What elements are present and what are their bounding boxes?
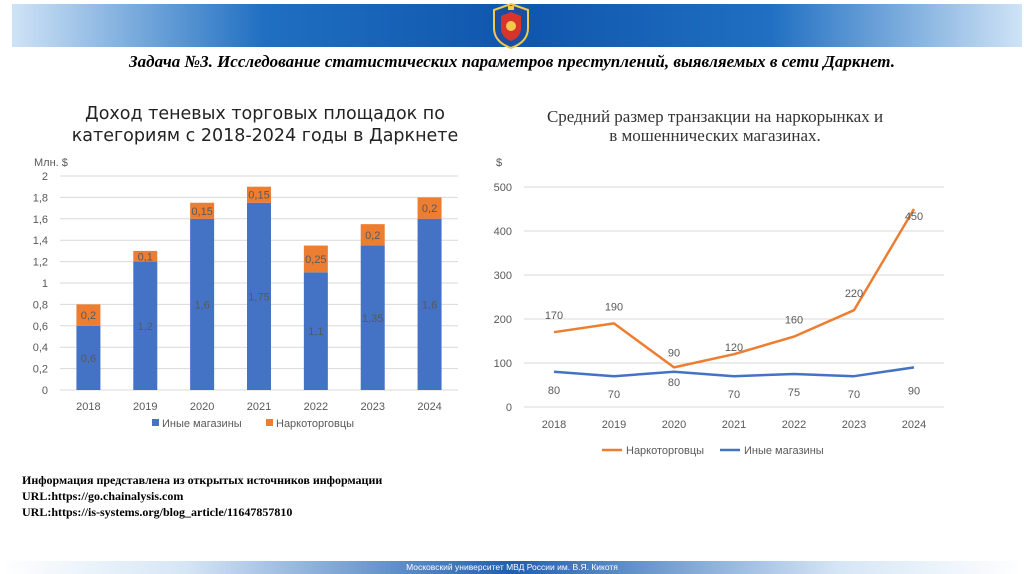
line-y-tick-label: 200 (494, 314, 512, 326)
bar-data-label: 0,15 (191, 206, 212, 218)
bar-data-label: 0,1 (138, 251, 153, 263)
line-x-tick-label: 2018 (542, 419, 566, 431)
line-y-tick-label: 100 (494, 358, 512, 370)
line-data-label: 160 (785, 315, 803, 327)
line-x-tick-label: 2023 (842, 419, 866, 431)
page-title: Задача №3. Исследование статистических п… (129, 52, 895, 71)
bar-data-label: 0,15 (248, 190, 269, 202)
bar-data-label: 0,2 (422, 203, 437, 215)
bar-x-tick-label: 2019 (133, 401, 157, 413)
bar-data-label: 0,2 (81, 310, 96, 322)
source-url-is-systems: URL:https://is-systems.org/blog_article/… (22, 505, 293, 519)
source-url-chainalysis: URL:https://go.chainalysis.com (22, 489, 184, 503)
bar-y-tick-label: 1,8 (33, 192, 48, 204)
line-x-tick-label: 2020 (662, 419, 686, 431)
line-data-label: 190 (605, 301, 623, 313)
line-data-label: 70 (728, 389, 740, 401)
bar-other-shops (190, 218, 215, 390)
mvd-emblem-logo (493, 2, 529, 50)
bar-other-shops (417, 218, 442, 390)
footer-text: Московский университет МВД России им. В.… (406, 562, 618, 572)
bar-chart: Млн. $ 0 0,2 0,4 0,6 0,8 1 1,2 1,4 1,6 1,8 2 0,6 0,2 2… (33, 157, 458, 430)
line-data-label: 70 (848, 389, 860, 401)
line-y-tick-label: 400 (494, 226, 512, 238)
line-x-tick-label: 2021 (722, 419, 746, 431)
bar-data-label: 0,2 (365, 230, 380, 242)
line-data-label: 80 (548, 385, 560, 397)
bar-data-label: 1,6 (194, 299, 209, 311)
line-data-label: 90 (668, 347, 680, 359)
bar-other-shops (76, 325, 101, 390)
bar-x-tick-label: 2022 (304, 401, 328, 413)
bar-drug-dealers (190, 202, 215, 219)
bar-drug-dealers (247, 186, 271, 203)
bar-y-tick-label: 0,2 (33, 364, 48, 376)
bar-chart-title: Доход теневых торговых площадок по катег… (71, 104, 459, 146)
bar-other-shops (133, 261, 158, 390)
bar-y-tick-label: 2 (42, 171, 48, 183)
line-data-label: 170 (545, 310, 563, 322)
line-y-tick-label: 500 (494, 182, 512, 194)
bar-drug-dealers (76, 304, 101, 326)
bar-y-tick-label: 1 (42, 278, 48, 290)
bar-legend-swatch (152, 419, 159, 426)
bar-legend-label: Наркоторговцы (276, 418, 354, 430)
bar-legend-label: Иные магазины (162, 418, 242, 430)
line-data-label: 80 (668, 377, 680, 389)
line-data-label: 220 (845, 288, 863, 300)
bar-y-tick-label: 1,6 (33, 214, 48, 226)
bar-y-tick-label: 1,2 (33, 257, 48, 269)
bar-x-tick-label: 2020 (190, 401, 214, 413)
bar-other-shops (247, 202, 271, 390)
bar-other-shops (360, 245, 385, 390)
line-x-tick-label: 2024 (902, 419, 926, 431)
line-data-label: 90 (908, 385, 920, 397)
bar-y-tick-label: 0 (42, 385, 48, 397)
line-chart-title: Средний размер транзакции на наркорынках… (546, 107, 884, 145)
bar-drug-dealers (133, 250, 158, 262)
line-legend-label: Наркоторговцы (626, 445, 704, 457)
line-legend-label: Иные магазины (744, 445, 824, 457)
line-y-tick-label: 0 (506, 402, 512, 414)
bar-drug-dealers (303, 245, 328, 273)
source-info: Информация представлена из открытых исто… (22, 472, 382, 520)
bar-data-label: 0,25 (305, 254, 326, 266)
bar-y-tick-label: 0,6 (33, 321, 48, 333)
line-data-label: 120 (725, 342, 743, 354)
bar-legend-swatch (266, 419, 273, 426)
bar-data-label: 1,35 (362, 313, 383, 325)
bar-data-label: 1,1 (308, 326, 323, 338)
bar-y-tick-label: 0,4 (33, 342, 48, 354)
bar-data-label: 1,75 (248, 291, 269, 303)
bar-drug-dealers (417, 197, 442, 219)
line-chart: $0 100 200 300 400 500 2018 2019 2020 2021 2022 202… (494, 157, 944, 457)
line-x-tick-label: 2022 (782, 419, 806, 431)
bar-data-label: 1,6 (422, 299, 437, 311)
bar-data-label: 0,6 (81, 353, 96, 365)
bar-y-tick-label: 1,4 (33, 235, 48, 247)
bar-data-label: 1,2 (138, 321, 153, 333)
bar-drug-dealers (360, 224, 385, 246)
line-data-label: 75 (788, 387, 800, 399)
bar-y-unit-label: Млн. $ (34, 157, 68, 169)
line-y-unit-label: $ (496, 157, 502, 169)
line-data-label: 450 (905, 211, 923, 223)
source-line-1: Информация представлена из открытых исто… (22, 473, 383, 487)
line-x-tick-label: 2019 (602, 419, 626, 431)
bar-x-tick-label: 2023 (360, 401, 384, 413)
line-series-other-shops (553, 366, 915, 378)
bar-x-tick-label: 2021 (247, 401, 271, 413)
bar-y-tick-label: 0,8 (33, 299, 48, 311)
bar-x-tick-label: 2018 (76, 401, 100, 413)
bar-other-shops (303, 272, 328, 390)
line-y-tick-label: 300 (494, 270, 512, 282)
line-data-label: 70 (608, 389, 620, 401)
bar-x-tick-label: 2024 (417, 401, 441, 413)
footer-band (0, 561, 1024, 574)
